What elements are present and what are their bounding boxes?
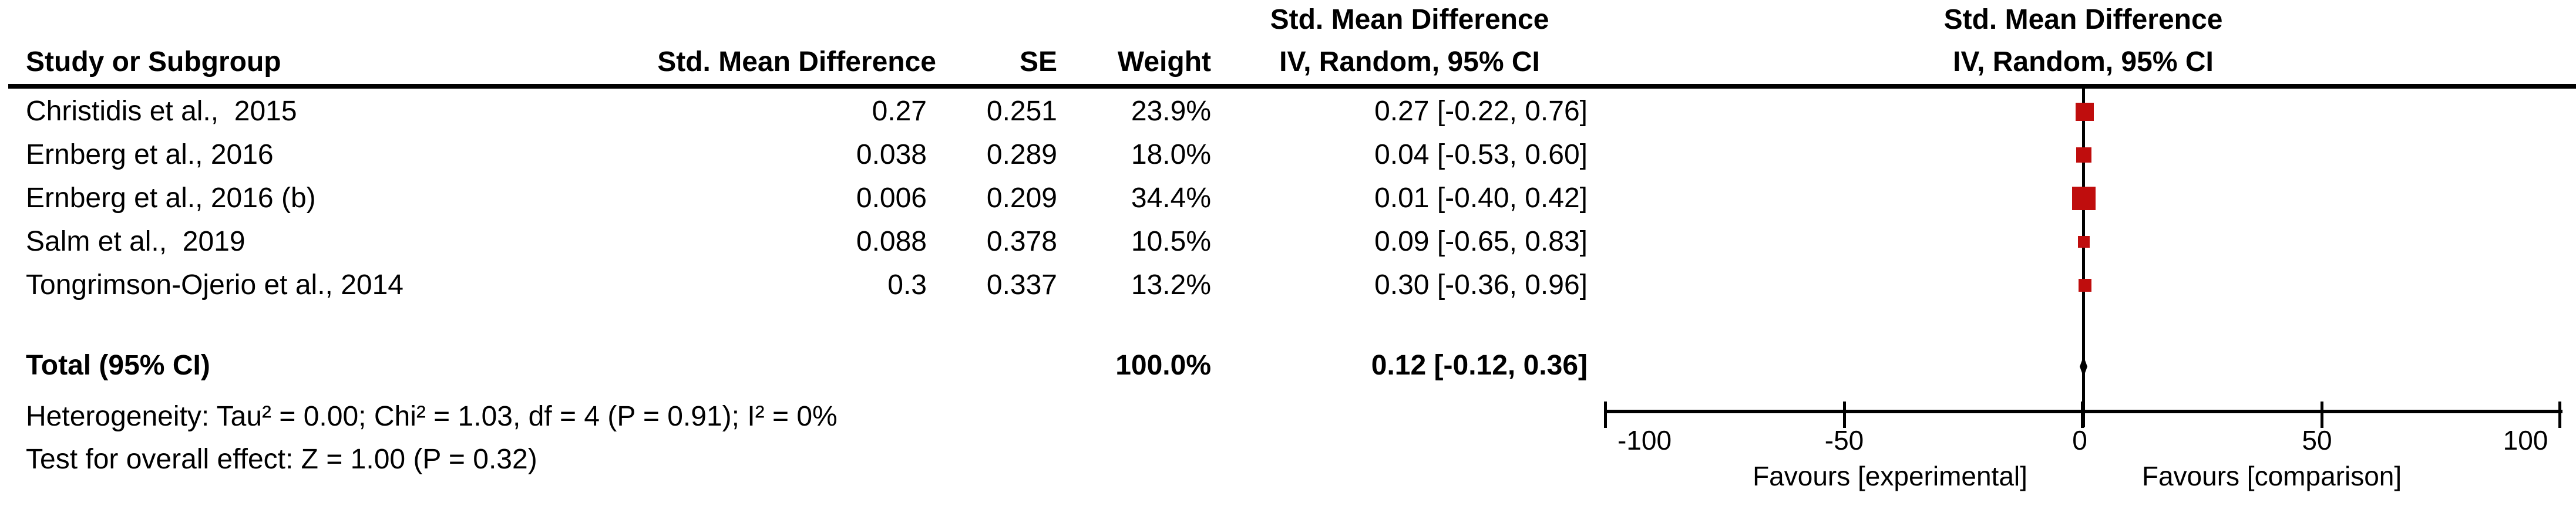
plot-header-line2: IV, Random, 95% CI — [1953, 46, 2214, 77]
study-name: Christidis et al., 2015 — [26, 96, 297, 127]
smd-value: 0.27 — [872, 96, 927, 127]
effect-square-marker — [2076, 147, 2091, 163]
effect-square-marker — [2076, 103, 2094, 121]
effect-square-marker — [2078, 236, 2090, 248]
axis-tick — [2558, 402, 2561, 428]
heterogeneity-stats: Heterogeneity: Tau² = 0.00; Chi² = 1.03,… — [26, 401, 838, 432]
study-name: Salm et al., 2019 — [26, 226, 246, 257]
ci-value: 0.30 [-0.36, 0.96] — [1374, 269, 1588, 301]
se-value: 0.251 — [986, 96, 1057, 127]
smd-value: 0.006 — [856, 183, 927, 214]
zero-reference-line — [2082, 89, 2085, 427]
axis-tick — [2081, 402, 2084, 428]
table-row: Ernberg et al., 2016 (b) 0.006 0.209 34.4% 0… — [0, 177, 1615, 220]
axis-tick-label: -50 — [1824, 425, 1864, 456]
table-row: Tongrimson-Ojerio et al., 2014 0.3 0.337 13… — [0, 264, 1615, 307]
table-row: Ernberg et al., 2016 0.038 0.289 18.0% 0.04 … — [0, 133, 1615, 177]
study-name: Ernberg et al., 2016 (b) — [26, 183, 316, 214]
weight-column-header: Weight — [1117, 46, 1211, 77]
axis-tick-label: 50 — [2302, 425, 2332, 456]
total-ci: 0.12 [-0.12, 0.36] — [1371, 350, 1588, 381]
weight-value: 18.0% — [1131, 139, 1211, 170]
total-effect-diamond — [2080, 356, 2087, 377]
axis-tick-label: 0 — [2072, 425, 2087, 456]
total-label: Total (95% CI) — [26, 350, 210, 381]
table-row: Christidis et al., 2015 0.27 0.251 23.9% 0.2… — [0, 90, 1615, 133]
se-value: 0.289 — [986, 139, 1057, 170]
axis-tick — [1604, 402, 1607, 428]
effect-square-marker — [2072, 187, 2096, 210]
se-column-header: SE — [1019, 46, 1057, 77]
ci-value: 0.09 [-0.65, 0.83] — [1374, 226, 1588, 257]
study-name: Tongrimson-Ojerio et al., 2014 — [26, 269, 403, 301]
weight-value: 23.9% — [1131, 96, 1211, 127]
overall-effect-stats: Test for overall effect: Z = 1.00 (P = 0… — [26, 444, 537, 475]
axis-tick-label: -100 — [1617, 425, 1672, 456]
smd-value: 0.088 — [856, 226, 927, 257]
smd-value: 0.038 — [856, 139, 927, 170]
ci-column-header-line2: IV, Random, 95% CI — [1279, 46, 1540, 77]
ci-value: 0.04 [-0.53, 0.60] — [1374, 139, 1588, 170]
ci-column-header-line1: Std. Mean Difference — [1270, 4, 1549, 35]
se-value: 0.337 — [986, 269, 1057, 301]
axis-tick — [2321, 402, 2323, 428]
se-value: 0.378 — [986, 226, 1057, 257]
favours-right-label: Favours [comparison] — [2141, 461, 2402, 491]
effect-square-marker — [2079, 279, 2091, 292]
ci-value: 0.01 [-0.40, 0.42] — [1374, 183, 1588, 214]
table-row: Salm et al., 2019 0.088 0.378 10.5% 0.09 [-0… — [0, 220, 1615, 264]
plot-header-line1: Std. Mean Difference — [1943, 4, 2223, 35]
smd-value: 0.3 — [887, 269, 927, 301]
x-axis-line — [1605, 410, 2562, 413]
study-column-header: Study or Subgroup — [26, 46, 281, 77]
total-row: Total (95% CI) 100.0% 0.12 [-0.12, 0.36] — [0, 344, 1615, 387]
axis-tick-label: 100 — [2503, 425, 2548, 456]
header-separator-rule — [8, 84, 2576, 89]
weight-value: 13.2% — [1131, 269, 1211, 301]
favours-left-label: Favours [experimental] — [1753, 461, 2027, 491]
smd-column-header: Std. Mean Difference — [657, 46, 936, 77]
axis-tick — [1843, 402, 1846, 428]
total-weight: 100.0% — [1115, 350, 1211, 381]
weight-value: 10.5% — [1131, 226, 1211, 257]
se-value: 0.209 — [986, 183, 1057, 214]
ci-value: 0.27 [-0.22, 0.76] — [1374, 96, 1588, 127]
study-name: Ernberg et al., 2016 — [26, 139, 274, 170]
weight-value: 34.4% — [1131, 183, 1211, 214]
